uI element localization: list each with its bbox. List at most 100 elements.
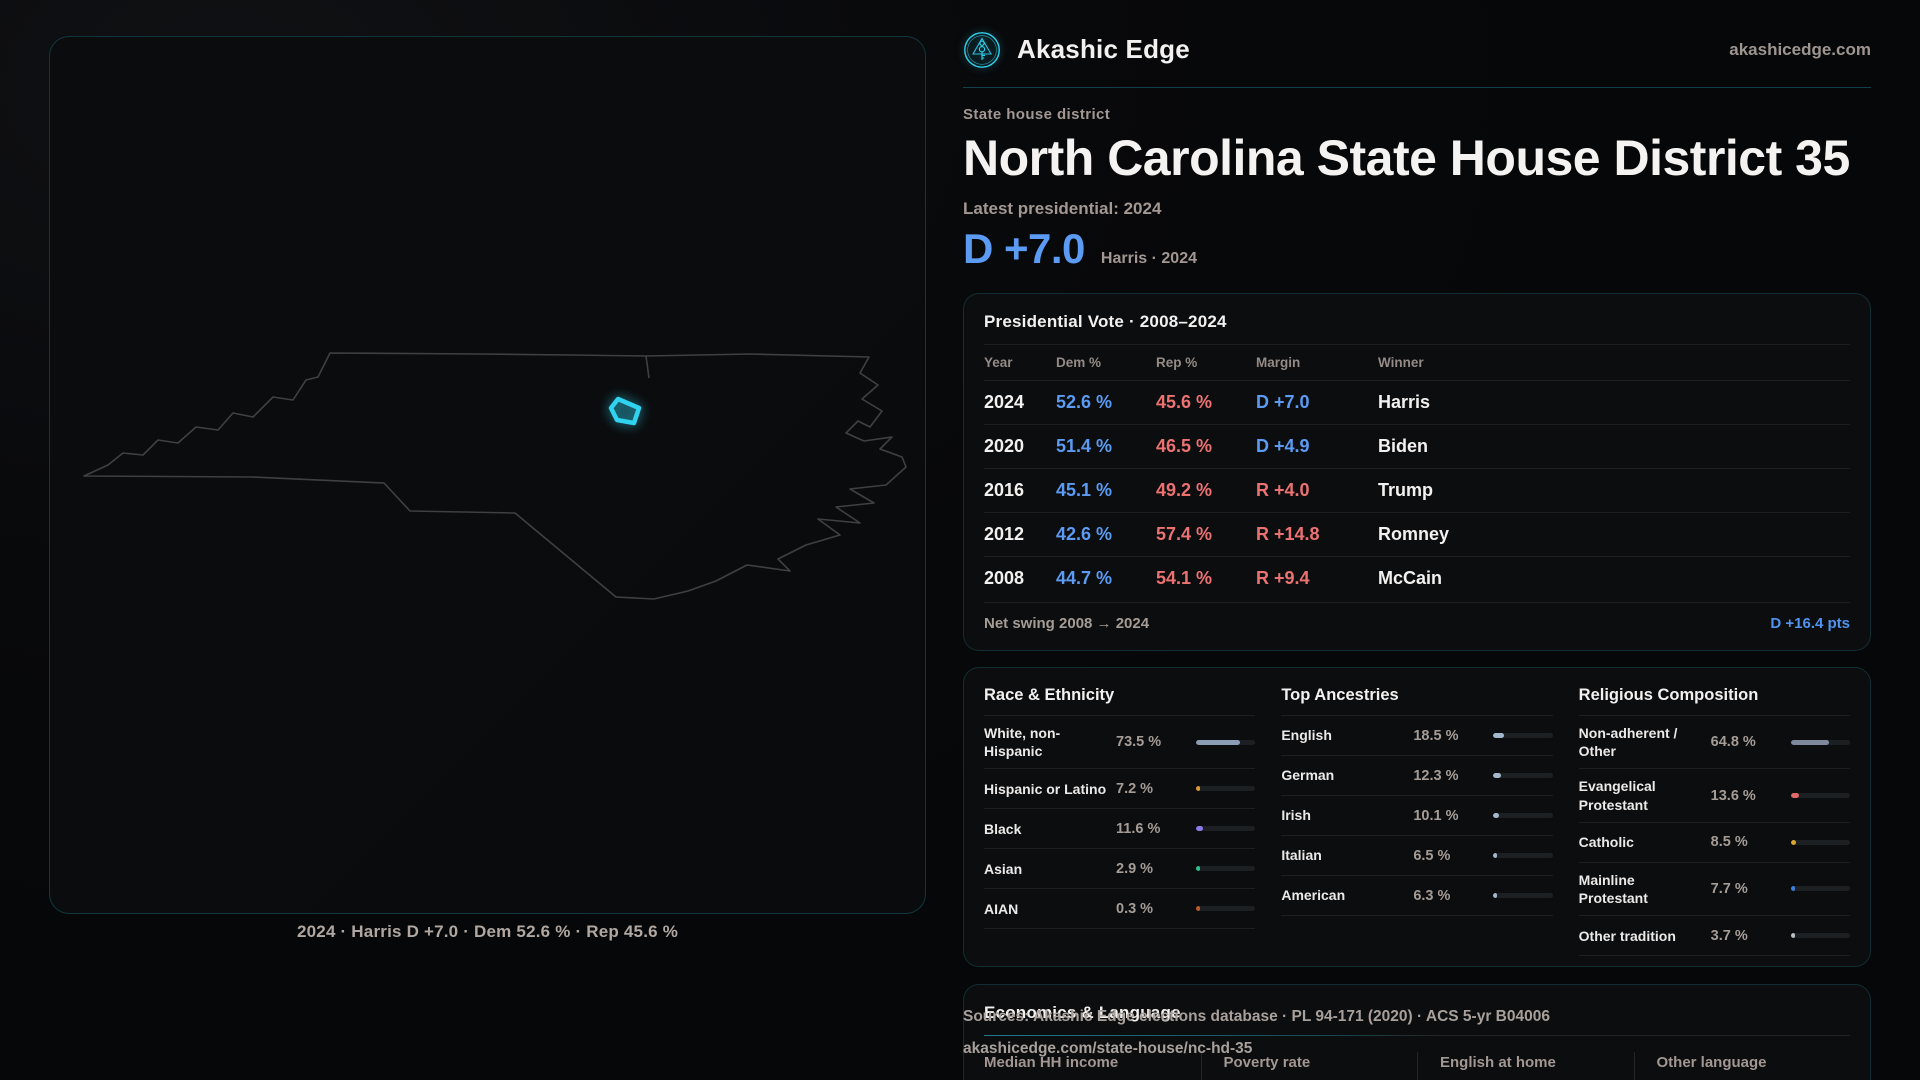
demo-value: 10.1 % <box>1413 807 1459 824</box>
bar-track <box>1493 733 1553 738</box>
demo-value: 6.3 % <box>1413 887 1451 904</box>
cell-winner: Trump <box>1378 480 1434 500</box>
bar-fill <box>1493 813 1500 818</box>
religion-column: Religious Composition Non-adherent / Oth… <box>1578 686 1850 957</box>
divider <box>984 1035 1850 1037</box>
col-header-dem: Dem % <box>1056 355 1102 370</box>
demo-label: AIAN <box>984 900 1019 917</box>
list-item: German 12.3 % <box>1281 756 1553 796</box>
demo-value: 18.5 % <box>1413 727 1459 744</box>
demo-value: 12.3 % <box>1413 767 1459 784</box>
stat-label: Median HH income <box>984 1054 1119 1072</box>
demo-value: 73.5 % <box>1116 734 1162 751</box>
demo-value: 7.7 % <box>1710 880 1748 897</box>
cell-dem: 51.4 % <box>1056 436 1113 456</box>
demo-value: 2.9 % <box>1116 860 1154 877</box>
net-swing-label: Net swing 2008 → 2024 <box>984 615 1150 632</box>
col-header-year: Year <box>984 355 1013 370</box>
demo-label: Evangelical Protestant <box>1578 778 1656 813</box>
list-item: Other tradition 3.7 % <box>1578 916 1850 957</box>
demo-label: English <box>1281 727 1332 744</box>
bar-track <box>1493 813 1553 818</box>
bar-fill <box>1196 739 1240 745</box>
demo-value: 6.5 % <box>1413 847 1451 864</box>
bar-track <box>1196 786 1256 792</box>
cell-year: 2020 <box>984 436 1025 456</box>
bar-fill <box>1196 826 1203 832</box>
bar-fill <box>1493 733 1505 738</box>
table-row: 2020 51.4 % 46.5 % D +4.9 Biden <box>984 424 1850 468</box>
headline-margin-row: D +7.0 Harris · 2024 <box>963 225 1871 273</box>
bar-track <box>1790 739 1850 745</box>
demo-value: 11.6 % <box>1116 820 1161 837</box>
cell-dem: 52.6 % <box>1056 392 1113 412</box>
brand-domain-link[interactable]: akashicedge.com <box>1729 39 1871 59</box>
bar-track <box>1196 739 1256 745</box>
cell-year: 2016 <box>984 480 1025 500</box>
bar-track <box>1493 773 1553 778</box>
demo-label: Hispanic or Latino <box>984 780 1107 797</box>
headline-margin-value: D +7.0 <box>963 225 1085 272</box>
stat-label: English at home <box>1440 1054 1556 1072</box>
demo-label: Catholic <box>1578 834 1634 851</box>
race-ethnicity-column: Race & Ethnicity White, non-Hispanic 73.… <box>984 686 1256 956</box>
bar-fill <box>1493 773 1501 778</box>
demo-value: 0.3 % <box>1116 900 1154 917</box>
col-header-rep: Rep % <box>1156 355 1198 370</box>
economics-section-title: Economics & Language <box>984 1003 1181 1023</box>
bar-fill <box>1790 793 1799 799</box>
list-item: Italian 6.5 % <box>1281 836 1553 876</box>
demo-label: Asian <box>984 860 1023 877</box>
bar-track <box>1493 853 1553 858</box>
bar-fill <box>1493 893 1498 898</box>
district-map-panel <box>49 36 926 914</box>
list-item: Non-adherent / Other 64.8 % <box>1578 716 1850 770</box>
cell-dem: 45.1 % <box>1056 480 1113 500</box>
bar-track <box>1790 933 1850 939</box>
demo-value: 8.5 % <box>1710 834 1748 851</box>
map-caption: 2024 · Harris D +7.0 · Dem 52.6 % · Rep … <box>296 922 679 941</box>
state-outline <box>83 352 907 600</box>
demo-label: Mainline Protestant <box>1578 871 1648 906</box>
cell-year: 2012 <box>984 524 1025 544</box>
bar-track <box>1196 826 1256 832</box>
presidential-vote-panel: Presidential Vote · 2008–2024 Year Dem %… <box>963 293 1871 651</box>
list-item: Evangelical Protestant 13.6 % <box>1578 769 1850 823</box>
demo-label: Black <box>984 820 1022 837</box>
cell-winner: Romney <box>1378 524 1450 544</box>
bar-track <box>1196 906 1256 912</box>
cell-margin: D +7.0 <box>1256 392 1310 412</box>
religion-section-title: Religious Composition <box>1578 686 1759 704</box>
demo-value: 3.7 % <box>1710 927 1748 944</box>
latest-presidential-label: Latest presidential: 2024 <box>963 199 1162 218</box>
bar-track <box>1493 893 1553 898</box>
header-bar: Akashic Edge akashicedge.com <box>963 26 1871 88</box>
bar-fill <box>1790 886 1796 892</box>
top-ancestries-column: Top Ancestries English 18.5 % German 12.… <box>1281 686 1553 956</box>
demo-value: 7.2 % <box>1116 780 1154 797</box>
demo-label: Other tradition <box>1578 927 1676 944</box>
cell-winner: McCain <box>1378 568 1443 588</box>
district-type-kicker: State house district <box>963 106 1111 123</box>
stat-other-language: Other language 10.0 % <box>1633 1052 1851 1080</box>
bar-fill <box>1790 839 1796 845</box>
divider <box>984 344 1850 345</box>
cell-margin: R +4.0 <box>1256 480 1310 500</box>
district-shape[interactable] <box>608 396 642 426</box>
list-item: Mainline Protestant 7.7 % <box>1578 863 1850 917</box>
cell-rep: 46.5 % <box>1156 436 1213 456</box>
col-header-winner: Winner <box>1378 355 1424 370</box>
page-title: North Carolina State House District 35 <box>963 130 1850 186</box>
bar-fill <box>1790 933 1795 939</box>
cell-rep: 45.6 % <box>1156 392 1213 412</box>
cell-dem: 44.7 % <box>1056 568 1113 588</box>
demo-label: American <box>1281 887 1346 904</box>
cell-rep: 54.1 % <box>1156 568 1213 588</box>
economics-panel: Economics & Language Median HH income $1… <box>963 984 1871 1080</box>
county-border-line <box>645 355 650 379</box>
table-row: 2012 42.6 % 57.4 % R +14.8 Romney <box>984 512 1850 556</box>
state-map <box>83 352 907 600</box>
list-item: White, non-Hispanic 73.5 % <box>984 716 1256 770</box>
bar-fill <box>1196 866 1200 872</box>
